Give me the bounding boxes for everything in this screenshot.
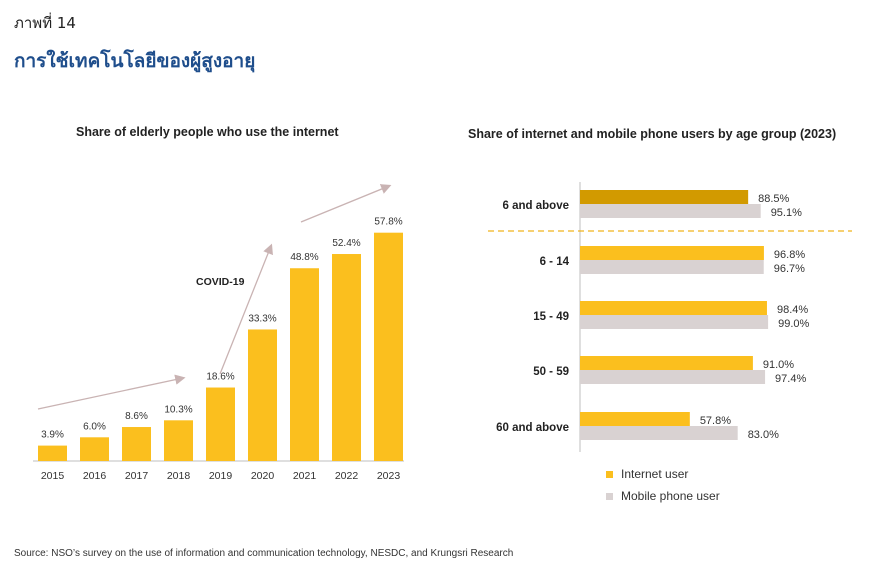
chart1-bar-2018 — [164, 420, 193, 461]
chart1-x-tick: 2023 — [377, 470, 401, 482]
chart2-category-label: 50 - 59 — [533, 366, 569, 378]
figure-label: ภาพที่ 14 — [14, 14, 76, 32]
legend-internet-label: Internet user — [621, 467, 689, 481]
legend-mobile-swatch — [606, 492, 613, 500]
chart2-value-label: 96.7% — [774, 263, 805, 275]
chart1-value-label: 48.8% — [290, 252, 318, 263]
chart1-bar-2021 — [290, 268, 319, 461]
covid-annotation: COVID-19 — [196, 276, 245, 288]
chart2-category-label: 15 - 49 — [533, 311, 569, 323]
chart1-bar-2023 — [374, 232, 403, 461]
chart1-x-tick: 2019 — [209, 470, 233, 482]
legend-mobile-label: Mobile phone user — [621, 489, 720, 503]
chart2-bar-mobile — [580, 426, 738, 440]
chart2-bar-internet — [580, 301, 767, 315]
chart1-x-tick: 2020 — [251, 470, 275, 482]
chart2-bar-internet — [580, 412, 690, 426]
chart2-category-label: 6 and above — [503, 200, 569, 212]
trend-arrow-postcovid — [300, 184, 392, 223]
chart1-x-tick: 2022 — [335, 470, 359, 482]
trend-arrow-covid — [219, 243, 273, 375]
chart2-bar-mobile — [580, 315, 769, 329]
chart2-title: Share of internet and mobile phone users… — [468, 127, 837, 141]
chart1-value-label: 10.3% — [164, 404, 192, 415]
chart2-bar-internet — [580, 190, 749, 204]
chart2-bar-mobile — [580, 370, 766, 384]
chart2-value-label: 95.1% — [771, 207, 802, 219]
chart2-value-label: 88.5% — [758, 193, 789, 205]
chart2-category-label: 60 and above — [496, 422, 569, 434]
chart2-value-label: 97.4% — [775, 373, 806, 385]
chart1-value-label: 18.6% — [206, 372, 234, 383]
chart1-x-tick: 2016 — [83, 470, 107, 482]
figure-title: การใช้เทคโนโลยีของผู้สูงอายุ — [14, 50, 256, 72]
chart1-bar-2017 — [122, 427, 151, 461]
chart1-value-label: 33.3% — [248, 313, 276, 324]
chart2-value-label: 57.8% — [700, 415, 731, 427]
trend-arrow-precovid — [37, 374, 186, 410]
chart1-x-tick: 2017 — [125, 470, 149, 482]
chart1-bar-2020 — [248, 329, 277, 461]
chart1-value-label: 57.8% — [374, 217, 402, 228]
chart2-bar-mobile — [580, 260, 764, 274]
chart1-x-tick: 2018 — [167, 470, 191, 482]
legend-mobile: Mobile phone user — [606, 489, 720, 503]
chart1-x-tick: 2015 — [41, 470, 65, 482]
chart2-value-label: 91.0% — [763, 359, 794, 371]
chart1-bar-2022 — [332, 254, 361, 461]
chart2-bar-internet — [580, 356, 753, 370]
chart2-value-label: 96.8% — [774, 249, 805, 261]
chart1-title: Share of elderly people who use the inte… — [76, 125, 339, 139]
chart1-bar-2016 — [80, 437, 109, 461]
chart2-bar-internet — [580, 246, 764, 260]
chart1-bar-2015 — [38, 445, 67, 461]
chart2-value-label: 83.0% — [748, 429, 779, 441]
legend-internet: Internet user — [606, 467, 688, 481]
chart1-value-label: 8.6% — [125, 411, 148, 422]
chart1-value-label: 6.0% — [83, 421, 106, 432]
chart1-bar-2019 — [206, 387, 235, 461]
chart2-value-label: 99.0% — [778, 318, 809, 330]
chart2-category-label: 6 - 14 — [540, 256, 570, 268]
chart2-bar-mobile — [580, 204, 761, 218]
chart1-value-label: 3.9% — [41, 430, 64, 441]
chart2-value-label: 98.4% — [777, 304, 808, 316]
legend-internet-swatch — [606, 470, 613, 478]
chart1-value-label: 52.4% — [332, 238, 360, 249]
source-note: Source: NSO’s survey on the use of infor… — [14, 548, 514, 559]
chart1-x-tick: 2021 — [293, 470, 317, 482]
